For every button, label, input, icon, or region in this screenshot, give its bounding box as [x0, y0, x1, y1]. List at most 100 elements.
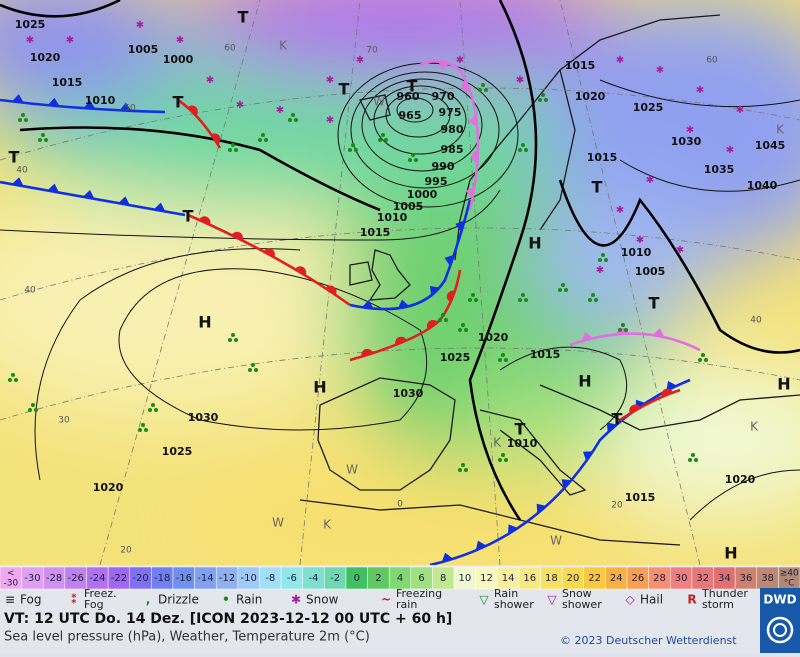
- warm-front: [349, 269, 462, 362]
- rain-dot: [698, 358, 702, 362]
- rain-dot: [594, 298, 598, 302]
- scale-label: 20: [567, 573, 580, 584]
- rain-dot: [474, 298, 478, 302]
- rain-dot: [148, 408, 152, 412]
- isotherm-label: 20: [611, 501, 623, 511]
- isotherm-label: 40: [16, 166, 28, 176]
- rain-dot: [704, 358, 708, 362]
- scale-label: 10: [458, 573, 471, 584]
- air-mass-label: K: [776, 123, 785, 137]
- air-mass-label: W: [373, 95, 385, 109]
- pressure-label: 1010: [621, 246, 652, 259]
- rain-dot: [408, 158, 412, 162]
- cold-front-symbol: [465, 186, 475, 199]
- front-symbol: [561, 479, 572, 490]
- pressure-center: T: [515, 420, 526, 439]
- air-mass-label: K: [279, 39, 288, 53]
- snow-star: ✱: [686, 125, 694, 136]
- logo-swirl: [773, 623, 787, 637]
- scale-label: -12: [219, 573, 235, 584]
- weather-symbols: ✱ ✱ ✱ ✱ ✱ ✱ ✱ ✱ ✱ ✱ ✱ ✱ ✱ ✱ ✱ ✱ ✱ ✱ ✱ ✱ ✱ ✱ ✱: [8, 20, 744, 472]
- front-symbol: [583, 451, 593, 462]
- air-mass-label: W: [550, 534, 562, 548]
- warm-front: [619, 388, 681, 422]
- scale-label: 14: [502, 573, 515, 584]
- pressure-label: 1015: [565, 59, 596, 72]
- snow-star: ✱: [176, 35, 184, 46]
- scale-label: 12: [480, 573, 493, 584]
- rain-dot: [264, 138, 268, 142]
- front-symbol: [47, 183, 60, 193]
- rain-dot: [231, 333, 235, 337]
- isotherm-label: 60: [706, 56, 718, 66]
- rain-dot: [558, 288, 562, 292]
- front-symbol: [455, 220, 465, 232]
- cold-front-symbol: [468, 114, 478, 127]
- rain-dot: [498, 458, 502, 462]
- pressure-label: 1000: [407, 188, 438, 201]
- front-symbol: [187, 105, 198, 116]
- legend-label: shower: [562, 598, 602, 611]
- cold-front-symbol: [507, 524, 519, 535]
- rain-dot: [624, 328, 628, 332]
- temperature-scale: <-30 -30 -28 -26 -24 -22 -20 -18 -16 -14 -12 -10 -8-…: [0, 566, 800, 590]
- rain-dot: [138, 428, 142, 432]
- rain-dot: [701, 353, 705, 357]
- pressure-label: 1025: [15, 18, 46, 31]
- dwd-logo-text: DWD: [763, 593, 796, 607]
- pressure-center: T: [407, 77, 418, 96]
- cold-front-symbol: [118, 196, 130, 206]
- air-mass-label: K: [323, 518, 332, 532]
- warm-front-symbol: [294, 266, 307, 276]
- scale-label: -26: [68, 573, 84, 584]
- warm-front-symbol: [446, 290, 455, 303]
- rain-dot: [24, 118, 28, 122]
- snow-star: ✱: [616, 55, 624, 66]
- pressure-center: T: [238, 8, 249, 27]
- snow-star: ✱: [276, 105, 284, 116]
- front-symbol: [661, 388, 674, 397]
- cold-front-symbol: [581, 331, 593, 342]
- snow-star: ✱: [326, 115, 334, 126]
- cold-front-symbol: [475, 540, 487, 551]
- valid-time: VT: 12 UTC Do. 14 Dez. [ICON 2023-12-12 …: [4, 611, 452, 627]
- cold-front-symbol: [397, 299, 410, 309]
- legend-icon: ◇: [625, 593, 635, 607]
- cold-front-symbol: [606, 422, 617, 433]
- front-symbol: [629, 404, 641, 414]
- legend-label: Fog: [20, 593, 41, 607]
- scale-label: 6: [418, 573, 424, 584]
- scale-label: -20: [132, 573, 148, 584]
- rain-dot: [544, 98, 548, 102]
- front-symbol: [153, 202, 166, 212]
- snow-star: ✱: [206, 75, 214, 86]
- legend-label: Snow: [562, 587, 592, 600]
- legend-label: Thunder: [701, 587, 748, 600]
- cold-front-symbol: [83, 100, 96, 109]
- front-symbol: [666, 381, 677, 391]
- rain-dot: [461, 463, 465, 467]
- rain-dot: [471, 293, 475, 297]
- legend-icon: ▽: [479, 593, 489, 607]
- pressure-center: H: [528, 234, 541, 253]
- pressure-label: 995: [425, 175, 448, 188]
- rain-dot: [501, 353, 505, 357]
- rain-dot: [688, 458, 692, 462]
- pressure-center: H: [724, 544, 737, 563]
- snow-star: ✱: [676, 245, 684, 256]
- air-mass-label: W: [272, 516, 284, 530]
- front-symbol: [437, 60, 450, 70]
- cold-front-symbol: [666, 381, 677, 391]
- isobars: [0, 62, 800, 521]
- warm-front-symbol: [325, 285, 337, 295]
- pressure-label: 1005: [128, 43, 159, 56]
- warm-front-symbol: [187, 105, 198, 116]
- rain-dot: [588, 298, 592, 302]
- rain-dot: [251, 363, 255, 367]
- rain-dot: [524, 148, 528, 152]
- isotherm-label: 40: [24, 286, 36, 296]
- front-symbol: [211, 133, 221, 145]
- scale-label: -16: [176, 573, 192, 584]
- front-symbol: [444, 254, 454, 267]
- rain-dot: [234, 338, 238, 342]
